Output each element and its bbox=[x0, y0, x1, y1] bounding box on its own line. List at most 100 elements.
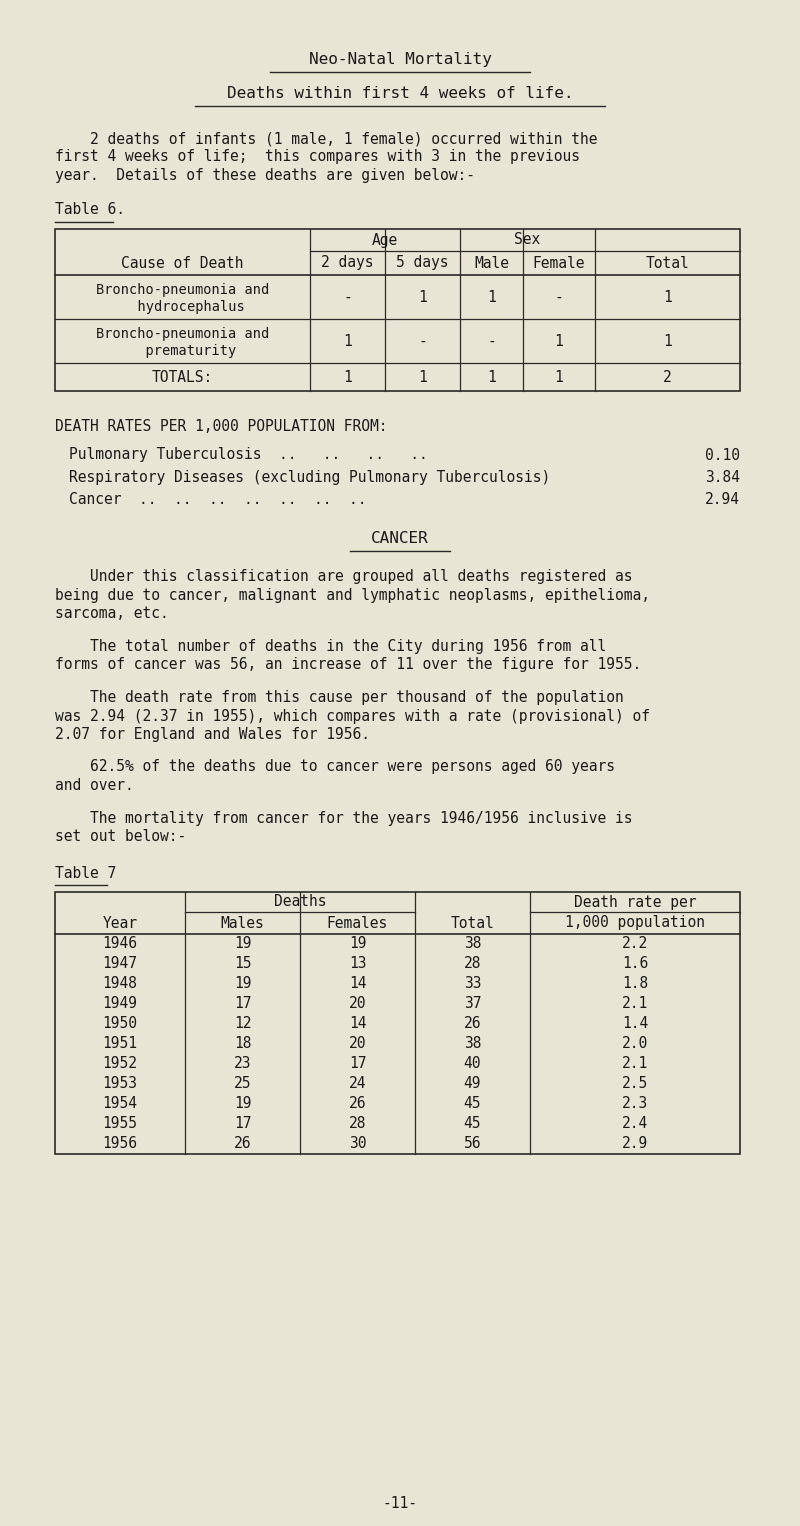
Text: hydrocephalus: hydrocephalus bbox=[121, 299, 244, 313]
Text: Neo-Natal Mortality: Neo-Natal Mortality bbox=[309, 52, 491, 67]
Text: 1953: 1953 bbox=[102, 1076, 138, 1091]
Text: 1950: 1950 bbox=[102, 1016, 138, 1032]
Text: DEATH RATES PER 1,000 POPULATION FROM:: DEATH RATES PER 1,000 POPULATION FROM: bbox=[55, 420, 387, 433]
Text: 28: 28 bbox=[464, 957, 482, 972]
Text: 2.4: 2.4 bbox=[622, 1117, 648, 1131]
Text: 1946: 1946 bbox=[102, 937, 138, 952]
Text: 38: 38 bbox=[464, 1036, 482, 1051]
Text: 37: 37 bbox=[464, 996, 482, 1012]
Text: sarcoma, etc.: sarcoma, etc. bbox=[55, 606, 169, 621]
Text: being due to cancer, malignant and lymphatic neoplasms, epithelioma,: being due to cancer, malignant and lymph… bbox=[55, 588, 650, 603]
Text: 2: 2 bbox=[663, 369, 672, 385]
Text: first 4 weeks of life;  this compares with 3 in the previous: first 4 weeks of life; this compares wit… bbox=[55, 150, 580, 165]
Text: 45: 45 bbox=[464, 1117, 482, 1131]
Text: Respiratory Diseases (excluding Pulmonary Tuberculosis): Respiratory Diseases (excluding Pulmonar… bbox=[69, 470, 550, 485]
Text: 26: 26 bbox=[234, 1137, 251, 1152]
Text: Table 7: Table 7 bbox=[55, 865, 116, 881]
Text: year.  Details of these deaths are given below:-: year. Details of these deaths are given … bbox=[55, 168, 475, 183]
Text: Sex: Sex bbox=[514, 232, 541, 247]
Text: 1: 1 bbox=[663, 334, 672, 348]
Text: 38: 38 bbox=[464, 937, 482, 952]
Text: TOTALS:: TOTALS: bbox=[152, 369, 213, 385]
Text: prematurity: prematurity bbox=[129, 343, 236, 357]
Text: -: - bbox=[418, 334, 427, 348]
Text: 1: 1 bbox=[418, 369, 427, 385]
Text: 62.5% of the deaths due to cancer were persons aged 60 years: 62.5% of the deaths due to cancer were p… bbox=[55, 760, 615, 775]
Text: 1,000 population: 1,000 population bbox=[565, 916, 705, 931]
Text: 1949: 1949 bbox=[102, 996, 138, 1012]
Text: 1.4: 1.4 bbox=[622, 1016, 648, 1032]
Text: Deaths: Deaths bbox=[274, 894, 326, 909]
Text: 25: 25 bbox=[234, 1076, 251, 1091]
Text: 2.07 for England and Wales for 1956.: 2.07 for England and Wales for 1956. bbox=[55, 726, 370, 742]
Text: 2.94: 2.94 bbox=[705, 493, 740, 508]
Text: 2.1: 2.1 bbox=[622, 996, 648, 1012]
Text: 19: 19 bbox=[349, 937, 366, 952]
Text: and over.: and over. bbox=[55, 778, 134, 794]
Text: Males: Males bbox=[221, 916, 264, 931]
Text: 20: 20 bbox=[349, 996, 366, 1012]
Text: 26: 26 bbox=[464, 1016, 482, 1032]
Text: The total number of deaths in the City during 1956 from all: The total number of deaths in the City d… bbox=[55, 639, 606, 655]
Text: 1947: 1947 bbox=[102, 957, 138, 972]
Text: 1: 1 bbox=[663, 290, 672, 305]
Text: 1955: 1955 bbox=[102, 1117, 138, 1131]
Text: -: - bbox=[554, 290, 563, 305]
Text: 2.2: 2.2 bbox=[622, 937, 648, 952]
Text: Total: Total bbox=[450, 916, 494, 931]
Text: Under this classification are grouped all deaths registered as: Under this classification are grouped al… bbox=[55, 569, 633, 584]
Text: Table 6.: Table 6. bbox=[55, 203, 125, 218]
Text: 17: 17 bbox=[349, 1056, 366, 1071]
Text: 2.3: 2.3 bbox=[622, 1097, 648, 1111]
Text: 14: 14 bbox=[349, 1016, 366, 1032]
Text: 28: 28 bbox=[349, 1117, 366, 1131]
Text: 40: 40 bbox=[464, 1056, 482, 1071]
Text: -11-: -11- bbox=[382, 1495, 418, 1511]
Text: 15: 15 bbox=[234, 957, 251, 972]
Text: 19: 19 bbox=[234, 937, 251, 952]
Text: Broncho-pneumonia and: Broncho-pneumonia and bbox=[96, 282, 269, 298]
Text: 18: 18 bbox=[234, 1036, 251, 1051]
Text: 13: 13 bbox=[349, 957, 366, 972]
Text: Cause of Death: Cause of Death bbox=[122, 255, 244, 270]
Text: Total: Total bbox=[646, 255, 690, 270]
Text: CANCER: CANCER bbox=[371, 531, 429, 546]
Text: 33: 33 bbox=[464, 977, 482, 992]
Text: Female: Female bbox=[533, 255, 586, 270]
Text: 1: 1 bbox=[343, 369, 352, 385]
Text: 1948: 1948 bbox=[102, 977, 138, 992]
Text: 19: 19 bbox=[234, 977, 251, 992]
Text: was 2.94 (2.37 in 1955), which compares with a rate (provisional) of: was 2.94 (2.37 in 1955), which compares … bbox=[55, 708, 650, 723]
Text: 1: 1 bbox=[487, 290, 496, 305]
Text: 20: 20 bbox=[349, 1036, 366, 1051]
Text: 1: 1 bbox=[343, 334, 352, 348]
Text: forms of cancer was 56, an increase of 11 over the figure for 1955.: forms of cancer was 56, an increase of 1… bbox=[55, 658, 642, 673]
Text: Male: Male bbox=[474, 255, 509, 270]
Text: 17: 17 bbox=[234, 996, 251, 1012]
Text: 12: 12 bbox=[234, 1016, 251, 1032]
Text: 1952: 1952 bbox=[102, 1056, 138, 1071]
Bar bbox=[55, 229, 740, 391]
Text: 1: 1 bbox=[554, 334, 563, 348]
Text: 2.1: 2.1 bbox=[622, 1056, 648, 1071]
Text: 24: 24 bbox=[349, 1076, 366, 1091]
Text: Age: Age bbox=[372, 232, 398, 247]
Text: Death rate per: Death rate per bbox=[574, 894, 696, 909]
Text: Females: Females bbox=[327, 916, 388, 931]
Text: 2.9: 2.9 bbox=[622, 1137, 648, 1152]
Text: 1.6: 1.6 bbox=[622, 957, 648, 972]
Text: 5 days: 5 days bbox=[396, 255, 449, 270]
Text: 2.0: 2.0 bbox=[622, 1036, 648, 1051]
Text: -: - bbox=[343, 290, 352, 305]
Text: 1954: 1954 bbox=[102, 1097, 138, 1111]
Text: The death rate from this cause per thousand of the population: The death rate from this cause per thous… bbox=[55, 690, 624, 705]
Text: 19: 19 bbox=[234, 1097, 251, 1111]
Text: 23: 23 bbox=[234, 1056, 251, 1071]
Text: Pulmonary Tuberculosis  ..   ..   ..   ..: Pulmonary Tuberculosis .. .. .. .. bbox=[69, 447, 428, 462]
Text: 0.10: 0.10 bbox=[705, 447, 740, 462]
Text: Deaths within first 4 weeks of life.: Deaths within first 4 weeks of life. bbox=[226, 87, 574, 102]
Text: 1951: 1951 bbox=[102, 1036, 138, 1051]
Text: 2 deaths of infants (1 male, 1 female) occurred within the: 2 deaths of infants (1 male, 1 female) o… bbox=[55, 131, 598, 146]
Text: 2.5: 2.5 bbox=[622, 1076, 648, 1091]
Text: Broncho-pneumonia and: Broncho-pneumonia and bbox=[96, 327, 269, 340]
